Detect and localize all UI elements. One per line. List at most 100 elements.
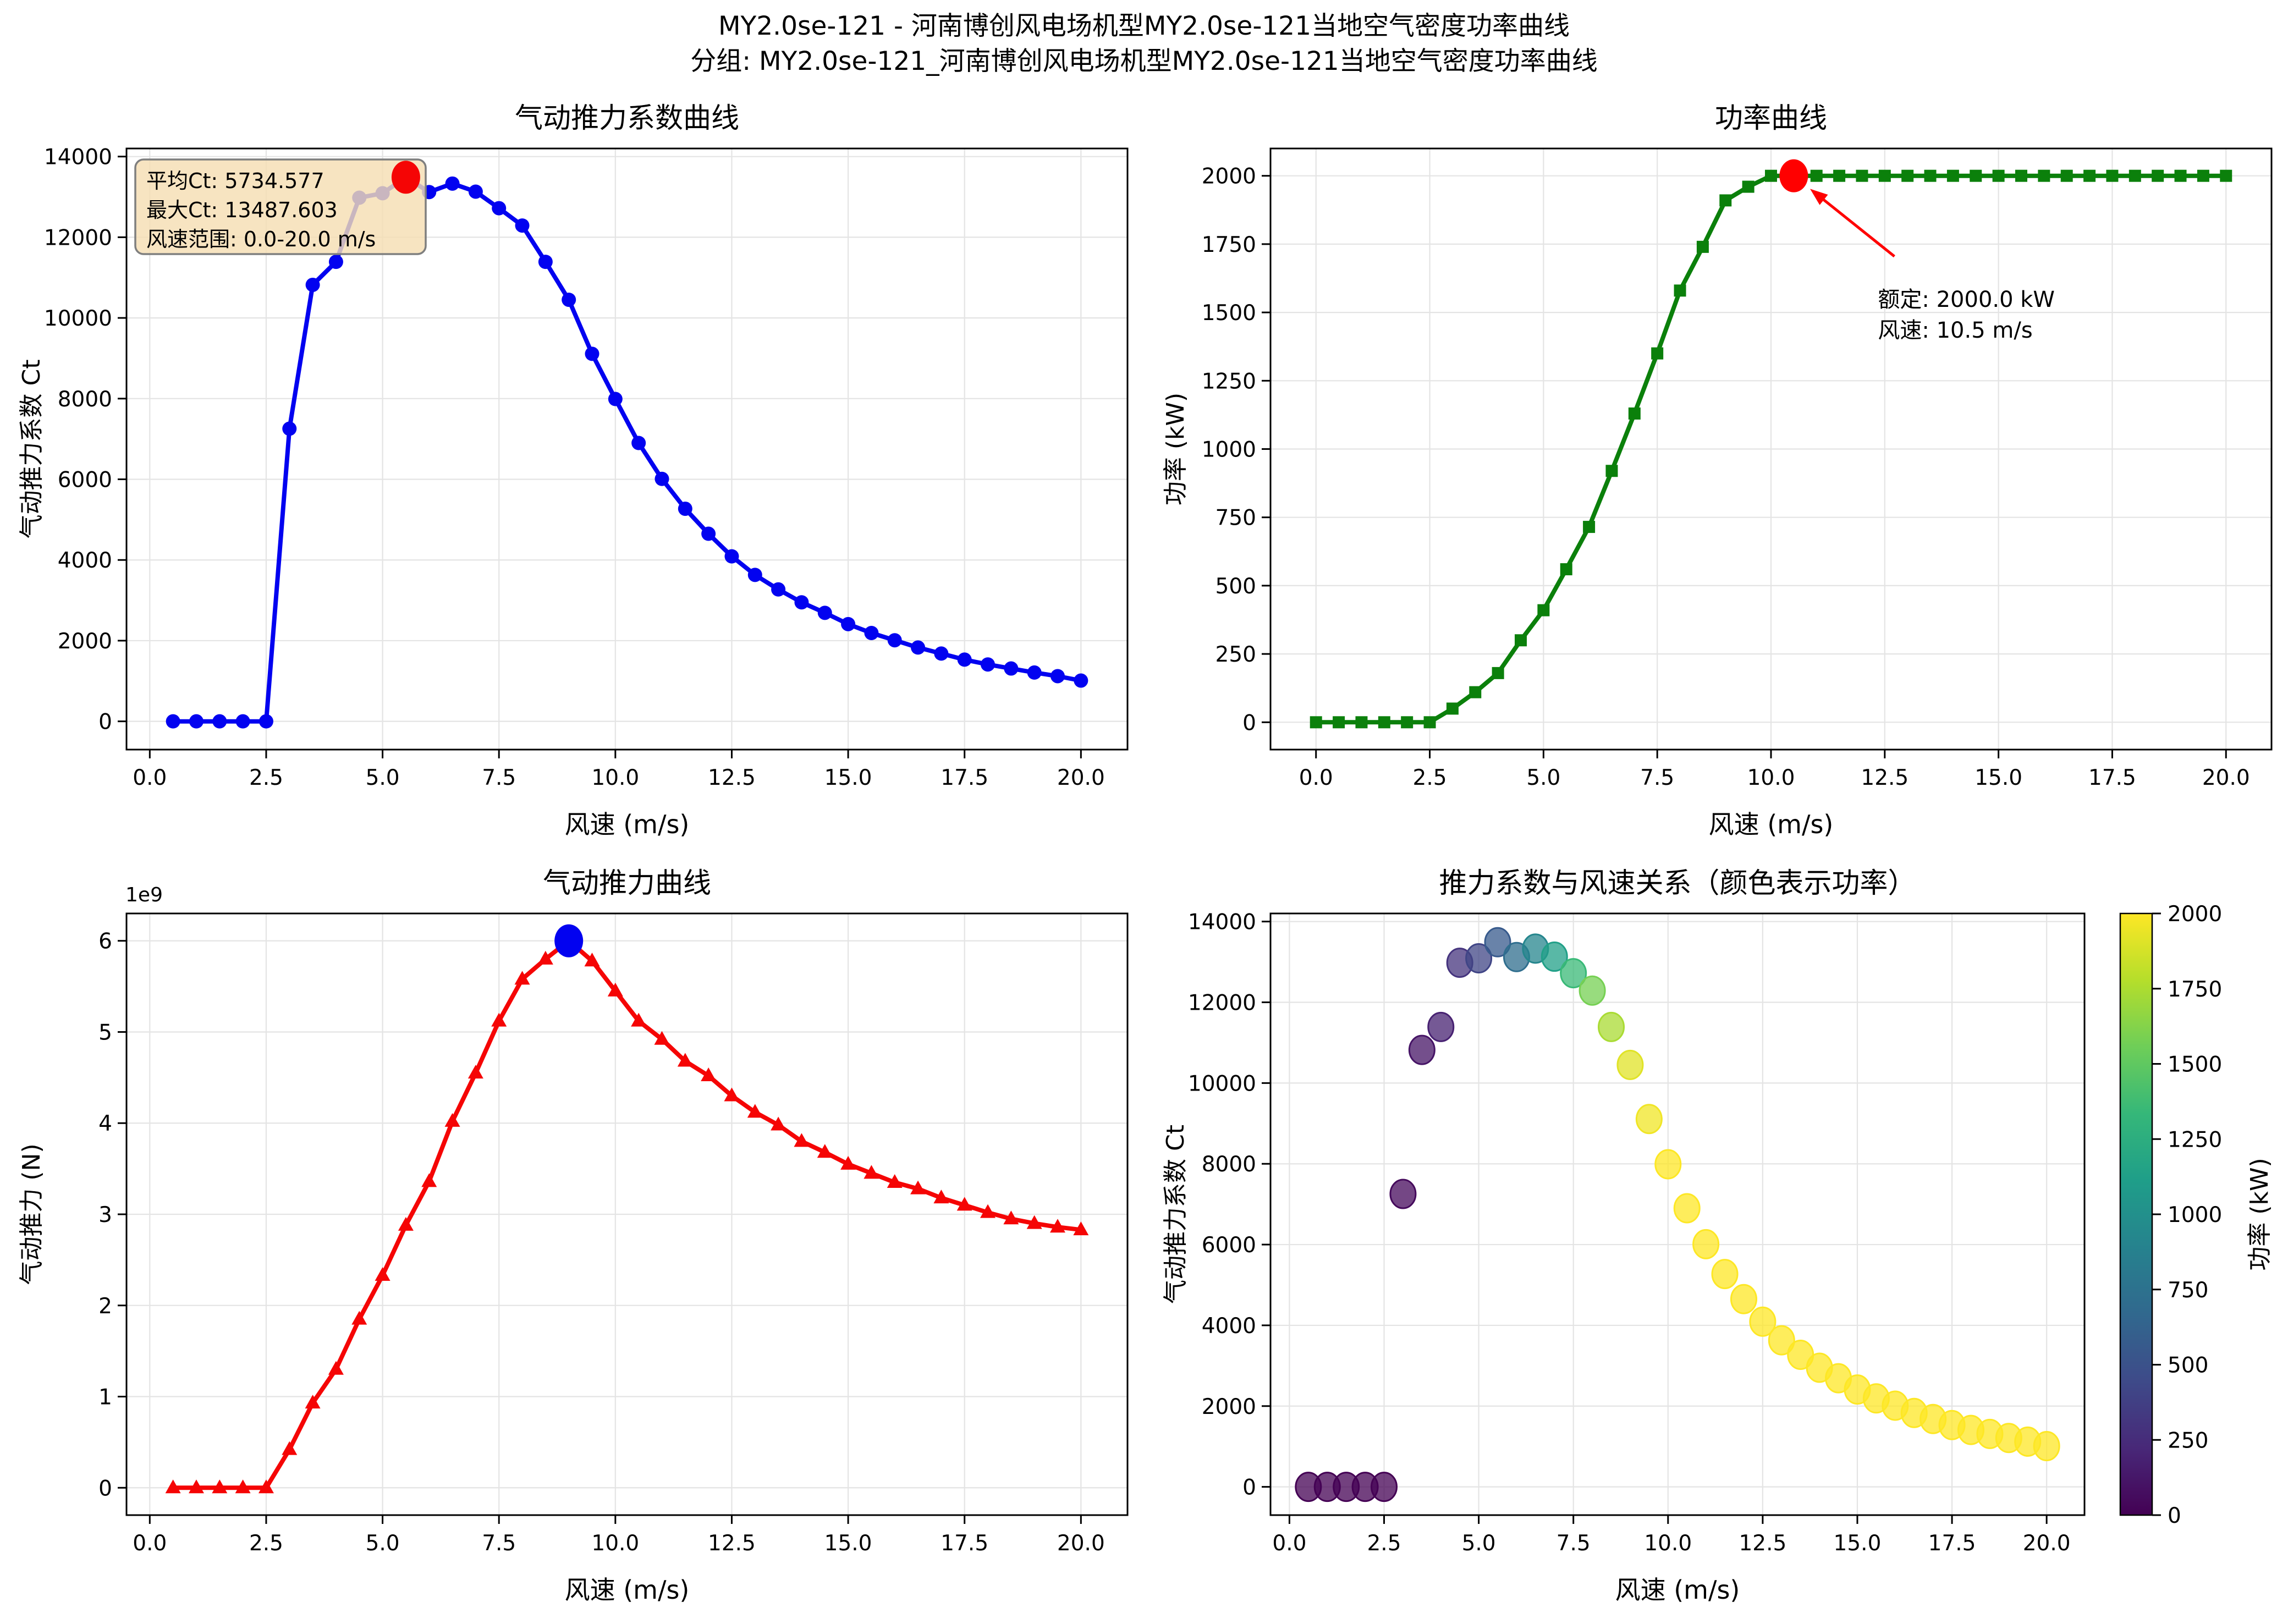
data-point	[1924, 169, 1937, 182]
scatter-point	[1465, 943, 1493, 973]
subplot-grid: 平均Ct: 5734.577 最大Ct: 13487.603 风速范围: 0.0-2…	[0, 93, 2288, 1624]
scatter-point	[1598, 1011, 1625, 1042]
data-point	[771, 582, 786, 597]
x-tick-label: 0.0	[133, 1531, 167, 1556]
x-tick-label: 10.0	[1747, 766, 1795, 790]
y-tick-label: 750	[1216, 506, 1256, 531]
x-tick-label: 20.0	[1057, 766, 1105, 790]
ct-power-scatter-chart: 0.0 2.5 5.0 7.5 10.0 12.5 15.0 17.5 20.0 0 2000 400…	[1162, 867, 2274, 1605]
rated-point-annotation: 额定: 2000.0 kW 风速: 10.5 m/s	[1779, 159, 2055, 343]
x-tick-label: 7.5	[1557, 1531, 1591, 1556]
data-point	[421, 1173, 437, 1187]
colorbar-tick-label: 500	[2168, 1353, 2208, 1378]
scatter-point	[1389, 1179, 1417, 1209]
data-point	[957, 652, 972, 667]
data-point	[1333, 716, 1345, 729]
x-tick-label: 12.5	[708, 766, 756, 790]
annotation-text: 风速: 10.5 m/s	[1878, 318, 2032, 343]
data-point	[1469, 686, 1482, 698]
axes-frame	[125, 147, 1129, 751]
x-tick-label: 5.0	[1526, 766, 1560, 790]
y-tick-label: 0	[1242, 711, 1256, 735]
scatter-point	[1654, 1149, 1682, 1180]
data-point	[678, 502, 692, 516]
x-tick-label: 10.0	[591, 1531, 639, 1556]
x-tick-label: 17.5	[941, 1531, 988, 1556]
data-point	[1696, 240, 1709, 253]
data-point	[1378, 716, 1390, 729]
data-point	[1003, 1210, 1019, 1225]
stats-info-line: 最大Ct: 13487.603	[146, 198, 338, 222]
data-point	[910, 1180, 926, 1194]
data-point	[934, 646, 949, 661]
scatter-point	[1560, 958, 1587, 989]
y-tick-label: 250	[1216, 642, 1256, 667]
x-tick-label: 0.0	[1299, 766, 1333, 790]
annotation-text: 额定: 2000.0 kW	[1878, 287, 2055, 312]
x-tick-label: 15.0	[1834, 1531, 1882, 1556]
x-tick-label: 7.5	[482, 766, 516, 790]
data-point	[585, 346, 600, 361]
data-point	[1810, 169, 1823, 182]
y-tick-label: 4	[98, 1111, 112, 1136]
y-tick-label: 2	[98, 1294, 112, 1319]
data-point	[166, 714, 180, 729]
scatter-point	[1768, 1325, 1795, 1356]
x-tick-label: 10.0	[591, 766, 639, 790]
ct-curve-line	[173, 175, 1082, 724]
data-point	[1515, 634, 1527, 647]
data-point	[1310, 716, 1322, 729]
data-point	[724, 549, 739, 564]
colorbar-tick-label: 1000	[2168, 1203, 2222, 1227]
y-tick-label: 6000	[1202, 1233, 1256, 1258]
colorbar-tick-label: 1500	[2168, 1053, 2222, 1077]
scatter-point	[1427, 1011, 1455, 1042]
y-tick-label: 5	[98, 1020, 112, 1045]
y-tick-label: 14000	[44, 145, 112, 170]
data-point	[1027, 665, 1042, 680]
x-tick-label: 7.5	[482, 1531, 516, 1556]
data-point	[328, 1361, 344, 1375]
scatter-point	[1484, 927, 1511, 957]
data-point	[1423, 716, 1436, 729]
stats-info-line: 平均Ct: 5734.577	[146, 169, 324, 193]
rated-point-dot	[1779, 159, 1808, 192]
data-point	[980, 1204, 996, 1218]
data-point	[1026, 1215, 1042, 1229]
data-point	[1605, 465, 1618, 477]
y-tick-label: 1000	[1202, 438, 1256, 463]
data-point	[1628, 407, 1641, 420]
scatter-point	[1730, 1284, 1757, 1314]
data-point	[817, 1144, 833, 1158]
data-point	[2015, 169, 2027, 182]
data-point	[724, 1087, 740, 1102]
data-point	[607, 982, 623, 997]
data-point	[2083, 169, 2096, 182]
suptitle-line1: MY2.0se-121 - 河南博创风电场机型MY2.0se-121当地空气密度…	[718, 11, 1570, 41]
subplot-title: 功率曲线	[1715, 102, 1827, 135]
data-point	[235, 1479, 251, 1494]
data-point	[305, 277, 320, 292]
data-point	[235, 714, 250, 729]
y-tick-label: 2000	[1202, 164, 1256, 189]
y-tick-label: 4000	[1202, 1314, 1256, 1339]
data-point	[398, 1216, 414, 1231]
scatter-point	[1673, 1193, 1701, 1224]
scatter-point	[1408, 1034, 1436, 1065]
data-point	[1651, 347, 1664, 360]
x-tick-label: 12.5	[1739, 1531, 1786, 1556]
data-point	[2197, 169, 2209, 182]
data-point	[584, 953, 600, 967]
x-tick-label: 10.0	[1644, 1531, 1692, 1556]
y-tick-label: 2000	[1202, 1395, 1256, 1419]
gridlines	[127, 913, 1128, 1515]
x-tick-label: 12.5	[708, 1531, 756, 1556]
scatter-point	[1371, 1472, 1398, 1502]
y-axis-label: 气动推力系数 Ct	[18, 360, 46, 539]
data-point	[794, 595, 809, 610]
colorbar-label: 功率 (kW)	[2246, 1158, 2274, 1270]
power-curve-series	[1310, 169, 2232, 729]
gridlines	[127, 148, 1128, 750]
data-point	[468, 1065, 483, 1079]
